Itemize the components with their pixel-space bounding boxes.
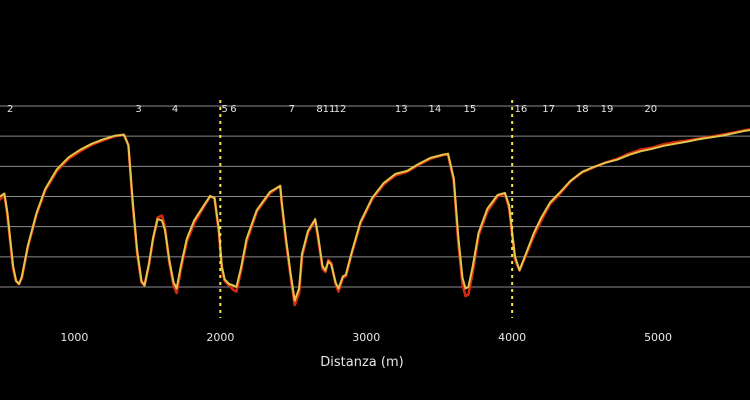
x-axis-label: Distanza (m) [320,355,403,370]
turn-label-19: 19 [601,104,614,115]
series-line-0 [0,128,750,307]
data-series [0,128,750,307]
turn-label-7: 7 [289,104,295,115]
turn-label-20: 20 [644,104,657,115]
turn-label-4: 4 [172,104,178,115]
vertical-markers [219,100,514,318]
turn-label-14: 14 [428,104,441,115]
turn-label-2: 2 [7,104,13,115]
turn-label-15: 15 [463,104,476,115]
x-tick-5000: 5000 [644,331,672,344]
turn-label-11: 11 [323,104,336,115]
turn-label-3: 3 [135,104,141,115]
x-tick-1000: 1000 [60,331,88,344]
x-tick-2000: 2000 [206,331,234,344]
turn-label-6: 6 [230,104,236,115]
x-tick-3000: 3000 [352,331,380,344]
turn-label-5: 5 [222,104,228,115]
turn-label-13: 13 [395,104,408,115]
x-tick-labels: 1000 2000 3000 4000 5000 [60,331,672,344]
turn-label-17: 17 [542,104,555,115]
turn-label-18: 18 [576,104,589,115]
turn-label-16: 16 [515,104,528,115]
series-line-1 [0,129,750,302]
turn-label-12: 12 [334,104,347,115]
turn-label-8: 8 [316,104,322,115]
x-tick-4000: 4000 [498,331,526,344]
